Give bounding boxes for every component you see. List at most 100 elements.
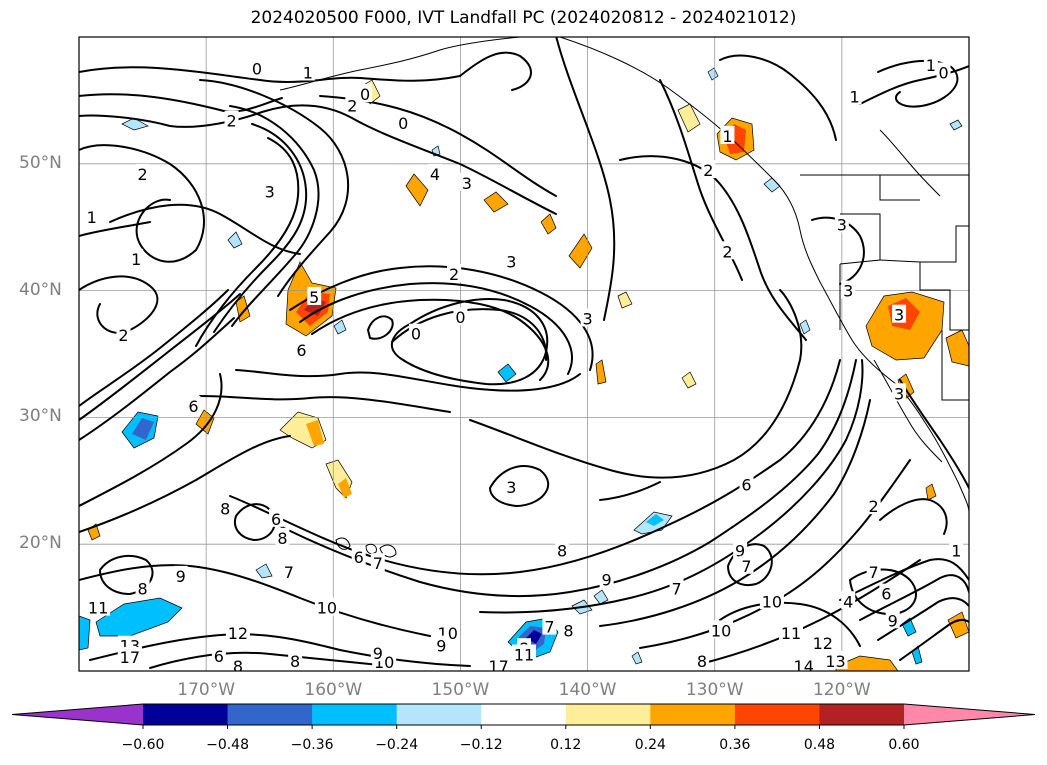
colorbar-tick-label: 0.24 — [620, 737, 680, 753]
colorbar-tick-label: 0.36 — [705, 737, 765, 753]
colorbar-tick-label: 0.12 — [536, 737, 596, 753]
contour-label: 8 — [697, 652, 707, 671]
contour-label: 17 — [120, 648, 140, 667]
contour-label: 2 — [703, 161, 713, 180]
colorbar-segment — [312, 704, 397, 725]
contour-label: 0 — [411, 325, 421, 344]
contour-label: 9 — [373, 644, 383, 663]
colorbar-segment — [566, 704, 651, 725]
contour-label: 11 — [781, 624, 801, 643]
contour-label: 9 — [176, 567, 186, 586]
contour-label: 2 — [118, 326, 128, 345]
contour-label: 7 — [373, 554, 383, 573]
colorbar-tick-label: −0.36 — [282, 737, 342, 753]
contour-label: 8 — [233, 657, 243, 676]
latitude-label: 40°N — [19, 280, 79, 300]
contour-label: 11 — [514, 646, 534, 665]
longitude-label: 150°W — [415, 680, 505, 700]
latitude-label: 20°N — [19, 533, 79, 553]
longitude-label: 120°W — [797, 680, 887, 700]
contour-label: 1 — [951, 542, 961, 561]
contour-label: 6 — [296, 341, 306, 360]
contour-label: 6 — [354, 548, 364, 567]
contour-label: 10 — [711, 621, 731, 640]
contour-label: 3 — [894, 306, 904, 325]
contour-label: 1 — [131, 250, 141, 269]
contour-label: 0 — [455, 308, 465, 327]
colorbar-tick-label: 0.60 — [874, 737, 934, 753]
contour-label: 6 — [271, 510, 281, 529]
contour-label: 0 — [398, 114, 408, 133]
contour-label: 2 — [722, 242, 732, 261]
contour-label: 13 — [825, 652, 845, 671]
contour-label: 12 — [813, 634, 833, 653]
contour-label: 2 — [869, 497, 879, 516]
contour-label: 0 — [360, 85, 370, 104]
contour-label: 1 — [722, 127, 732, 146]
colorbar-extend-min — [12, 704, 143, 725]
contour-label: 3 — [462, 174, 472, 193]
colorbar-segment — [228, 704, 313, 725]
contour-label: 0 — [252, 60, 262, 79]
contour-label: 6 — [188, 397, 198, 416]
contour-label: 7 — [284, 563, 294, 582]
contour-label: 8 — [557, 542, 567, 561]
contour-label: 2 — [226, 112, 236, 131]
contour-label: 3 — [506, 478, 516, 497]
contour-label: 4 — [430, 165, 440, 184]
contour-label: 12 — [228, 624, 248, 643]
contour-label: 3 — [843, 282, 853, 301]
colorbar-tick-label: −0.24 — [367, 737, 427, 753]
contour-label: 11 — [88, 599, 108, 618]
contour-label: 8 — [277, 529, 287, 548]
latitude-label: 50°N — [19, 153, 79, 173]
contour-label: 7 — [671, 580, 681, 599]
contour-label: 2 — [347, 96, 357, 115]
contour-label: 14 — [794, 657, 814, 676]
contour-label: 1 — [849, 88, 859, 107]
contour-label: 4 — [843, 592, 853, 611]
colorbar-segment — [397, 704, 482, 725]
contour-label: 9 — [436, 637, 446, 656]
contour-label: 5 — [309, 288, 319, 307]
contour-label: 3 — [582, 309, 592, 328]
longitude-label: 170°W — [161, 680, 251, 700]
contour-label: 2 — [449, 265, 459, 284]
contour-label: 0 — [938, 64, 948, 83]
contour-label: 6 — [214, 647, 224, 666]
contour-label: 1 — [926, 56, 936, 75]
contour-label: 6 — [881, 585, 891, 604]
contour-label: 8 — [220, 500, 230, 519]
latitude-label: 30°N — [19, 406, 79, 426]
contour-label: 7 — [741, 557, 751, 576]
colorbar-segment — [143, 704, 228, 725]
colorbar-tick-label: −0.60 — [113, 737, 173, 753]
longitude-label: 130°W — [670, 680, 760, 700]
colorbar-tick-label: 0.48 — [789, 737, 849, 753]
contour-label: 10 — [762, 592, 782, 611]
colorbar-segment — [481, 704, 566, 725]
contour-label: 3 — [837, 216, 847, 235]
contour-label: 3 — [506, 252, 516, 271]
colorbar-tick-label: −0.48 — [198, 737, 258, 753]
contour-label: 3 — [894, 384, 904, 403]
contour-label: 8 — [290, 652, 300, 671]
colorbar-segment — [650, 704, 735, 725]
contour-label: 17 — [488, 657, 508, 676]
colorbar — [12, 704, 1035, 729]
longitude-label: 160°W — [288, 680, 378, 700]
contour-label: 9 — [602, 571, 612, 590]
contour-label: 8 — [563, 621, 573, 640]
colorbar-extend-max — [904, 704, 1035, 725]
contour-label: 3 — [265, 183, 275, 202]
contour-label: 1 — [303, 64, 313, 83]
longitude-label: 140°W — [543, 680, 633, 700]
colorbar-segment — [819, 704, 904, 725]
shading-patch — [79, 616, 90, 650]
contour-label: 7 — [869, 563, 879, 582]
contour-label: 7 — [544, 618, 554, 637]
colorbar-tick-label: −0.12 — [451, 737, 511, 753]
contour-label: 2 — [137, 165, 147, 184]
